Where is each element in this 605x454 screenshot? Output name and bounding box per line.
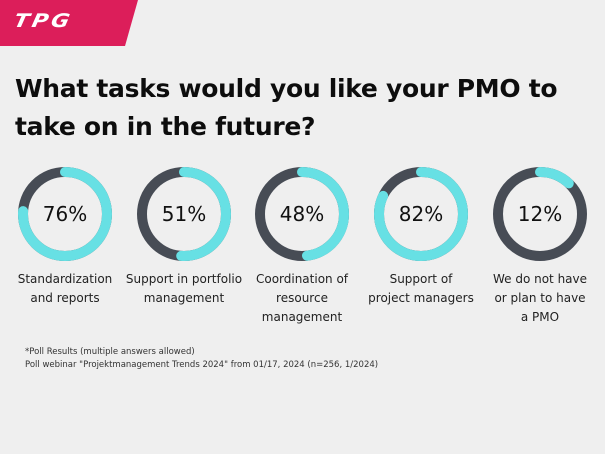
ring-value: 76% <box>42 202 88 226</box>
ring-progress-arc <box>18 167 112 261</box>
ring-value: 51% <box>161 202 207 226</box>
ring-progress-arc <box>137 167 231 261</box>
ring-value: 48% <box>279 202 325 226</box>
ring-progress-arc <box>493 167 587 261</box>
ring-value: 12% <box>517 202 563 226</box>
ring-value: 82% <box>398 202 444 226</box>
donut-ring: 12% <box>492 166 588 262</box>
ring-label: Coordination of resource management <box>255 272 349 324</box>
donut-ring: 76% <box>17 166 113 262</box>
logo-banner-shape <box>0 0 138 46</box>
ring-item: 51% Support in portfolio management <box>124 166 244 308</box>
footnote-line-2: Poll webinar "Projektmanagement Trends 2… <box>25 360 379 370</box>
donut-ring: 82% <box>373 166 469 262</box>
ring-progress-arc <box>374 167 468 261</box>
donut-ring-svg <box>374 167 468 261</box>
ring-label: Support in portfolio management <box>125 272 243 305</box>
page-title: What tasks would you like your PMO to ta… <box>15 70 595 146</box>
donut-ring-svg <box>18 167 112 261</box>
donut-ring-svg <box>493 167 587 261</box>
ring-label: Support of project managers <box>368 272 474 305</box>
ring-item: 82% Support of project managers <box>361 166 481 308</box>
title-line-2: take on in the future? <box>15 112 316 141</box>
logo-text: TPG <box>11 10 75 33</box>
donut-chart-row: 76% Standardization and reports 51% Supp… <box>0 166 605 336</box>
donut-ring-svg <box>255 167 349 261</box>
footnote: *Poll Results (multiple answers allowed)… <box>25 346 378 372</box>
title-line-1: What tasks would you like your PMO to <box>15 74 558 103</box>
donut-ring-svg <box>137 167 231 261</box>
donut-ring: 51% <box>136 166 232 262</box>
ring-item: 12% We do not have or plan to have a PMO <box>480 166 600 327</box>
ring-label: Standardization and reports <box>17 272 113 305</box>
donut-ring: 48% <box>254 166 350 262</box>
footnote-line-1: *Poll Results (multiple answers allowed) <box>25 347 195 357</box>
logo-banner: TPG <box>0 0 140 46</box>
ring-progress-arc <box>255 167 349 261</box>
ring-item: 76% Standardization and reports <box>5 166 125 308</box>
ring-item: 48% Coordination of resource management <box>242 166 362 327</box>
ring-label: We do not have or plan to have a PMO <box>492 272 588 324</box>
